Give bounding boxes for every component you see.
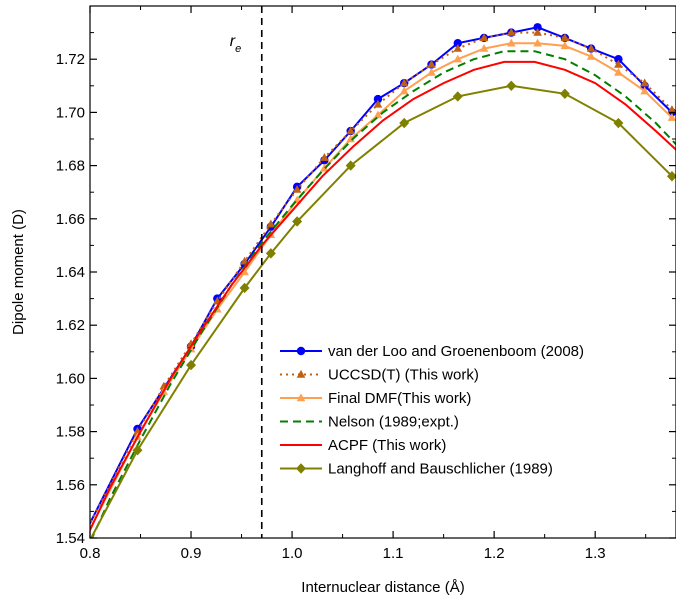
series-1-point xyxy=(453,39,462,48)
series-6-point xyxy=(132,445,143,456)
series-1-point xyxy=(373,94,383,104)
series-2-point xyxy=(453,43,463,52)
series-4 xyxy=(90,50,676,538)
legend-swatch-marker xyxy=(296,463,306,474)
legend-item-4: Nelson (1989;expt.) xyxy=(280,414,459,431)
series-2-point xyxy=(507,28,516,36)
legend-label: UCCSD(T) (This work) xyxy=(328,367,479,384)
series-2-point xyxy=(640,78,649,87)
series-6-point xyxy=(559,88,570,99)
series-3-point xyxy=(507,38,516,47)
y-tick-label: 1.58 xyxy=(56,424,85,441)
series-6-point xyxy=(186,359,197,371)
legend-item-3: Final DMF(This work) xyxy=(280,390,471,407)
series-5-line xyxy=(90,60,676,533)
y-axis-label: Dipole moment (D) xyxy=(10,209,27,335)
legend-swatch-marker xyxy=(296,346,306,356)
series-3-point xyxy=(240,267,249,276)
series-3-point xyxy=(586,51,596,60)
legend: van der Loo and Groenenboom (2008) UCCSD(… xyxy=(280,343,584,478)
series-3-point xyxy=(373,110,383,119)
series-6 xyxy=(90,80,676,538)
series-3-point xyxy=(453,54,463,63)
x-tick-label: 1.2 xyxy=(484,545,505,562)
series-3-point xyxy=(560,41,570,50)
series-1-point xyxy=(533,23,542,32)
series-4-line xyxy=(90,50,676,538)
x-tick-label: 0.8 xyxy=(80,545,101,562)
series-2-point xyxy=(560,33,570,42)
series-6-point xyxy=(265,248,276,259)
series-6-point xyxy=(452,91,463,102)
legend-label: Langhoff and Bauschlicher (1989) xyxy=(328,461,553,478)
series-2-point xyxy=(586,43,596,52)
legend-label: Nelson (1989;expt.) xyxy=(328,414,459,431)
series-1-point xyxy=(614,55,623,64)
series-layer xyxy=(90,23,676,538)
y-tick-label: 1.66 xyxy=(56,211,85,228)
series-3-point xyxy=(614,67,623,76)
y-tick-label: 1.56 xyxy=(56,477,85,494)
y-tick-label: 1.60 xyxy=(56,370,85,387)
legend-swatch-marker xyxy=(296,393,306,402)
x-tick-label: 1.0 xyxy=(282,545,303,562)
series-6-point xyxy=(613,117,624,129)
series-2-point xyxy=(427,59,436,68)
legend-label: ACPF (This work) xyxy=(328,437,446,454)
series-3-point xyxy=(427,67,436,76)
series-3-point xyxy=(399,86,409,95)
series-6-point xyxy=(292,216,303,227)
series-2-point xyxy=(614,59,623,68)
series-2-point xyxy=(292,184,302,193)
series-6-point xyxy=(239,282,250,294)
x-axis-label: Internuclear distance (Å) xyxy=(301,579,464,596)
series-6-point xyxy=(506,80,517,91)
series-2-point xyxy=(320,153,329,161)
re-annotation-r: r xyxy=(230,33,236,50)
legend-label: Final DMF(This work) xyxy=(328,390,471,407)
series-2-point xyxy=(667,105,676,113)
series-3-point xyxy=(479,43,489,52)
legend-item-1: van der Loo and Groenenboom (2008) xyxy=(280,343,584,360)
legend-item-2: UCCSD(T) (This work) xyxy=(280,367,479,384)
legend-item-6: Langhoff and Bauschlicher (1989) xyxy=(280,461,553,478)
series-3-point xyxy=(640,86,649,95)
x-tick-label: 1.1 xyxy=(383,545,404,562)
series-2-line xyxy=(90,31,673,526)
series-2-point xyxy=(479,33,489,42)
series-2-point xyxy=(373,99,383,108)
series-2-point xyxy=(266,219,276,228)
axes-layer: 0.8 0.9 1.0 1.1 1.2 1.3 1.54 1.56 1.58 1.60 1.62 1.… xyxy=(56,6,676,562)
series-2-point xyxy=(346,126,355,135)
series-6-point xyxy=(399,117,410,129)
series-6-point xyxy=(666,171,676,182)
legend-item-5: ACPF (This work) xyxy=(280,437,446,454)
y-tick-label: 1.54 xyxy=(56,530,85,547)
series-2-point xyxy=(533,28,542,36)
series-5 xyxy=(90,60,676,533)
re-annotation-subscript: e xyxy=(235,43,241,55)
y-tick-label: 1.64 xyxy=(56,264,85,281)
plot-frame xyxy=(89,5,676,539)
y-tick-label: 1.70 xyxy=(56,104,85,121)
series-6-point xyxy=(345,160,356,171)
re-annotation-label: re xyxy=(230,33,241,55)
series-6-line xyxy=(90,84,673,538)
series-3-point xyxy=(667,113,676,121)
y-tick-label: 1.68 xyxy=(56,158,85,175)
legend-swatch-marker xyxy=(296,369,306,378)
y-tick-label: 1.72 xyxy=(56,51,85,68)
legend-label: van der Loo and Groenenboom (2008) xyxy=(328,343,584,360)
series-2 xyxy=(90,28,676,526)
series-3-point xyxy=(533,38,542,47)
y-tick-label: 1.62 xyxy=(56,317,85,334)
x-tick-label: 0.9 xyxy=(181,545,202,562)
series-2-point xyxy=(399,78,409,87)
x-tick-label: 1.3 xyxy=(585,545,606,562)
